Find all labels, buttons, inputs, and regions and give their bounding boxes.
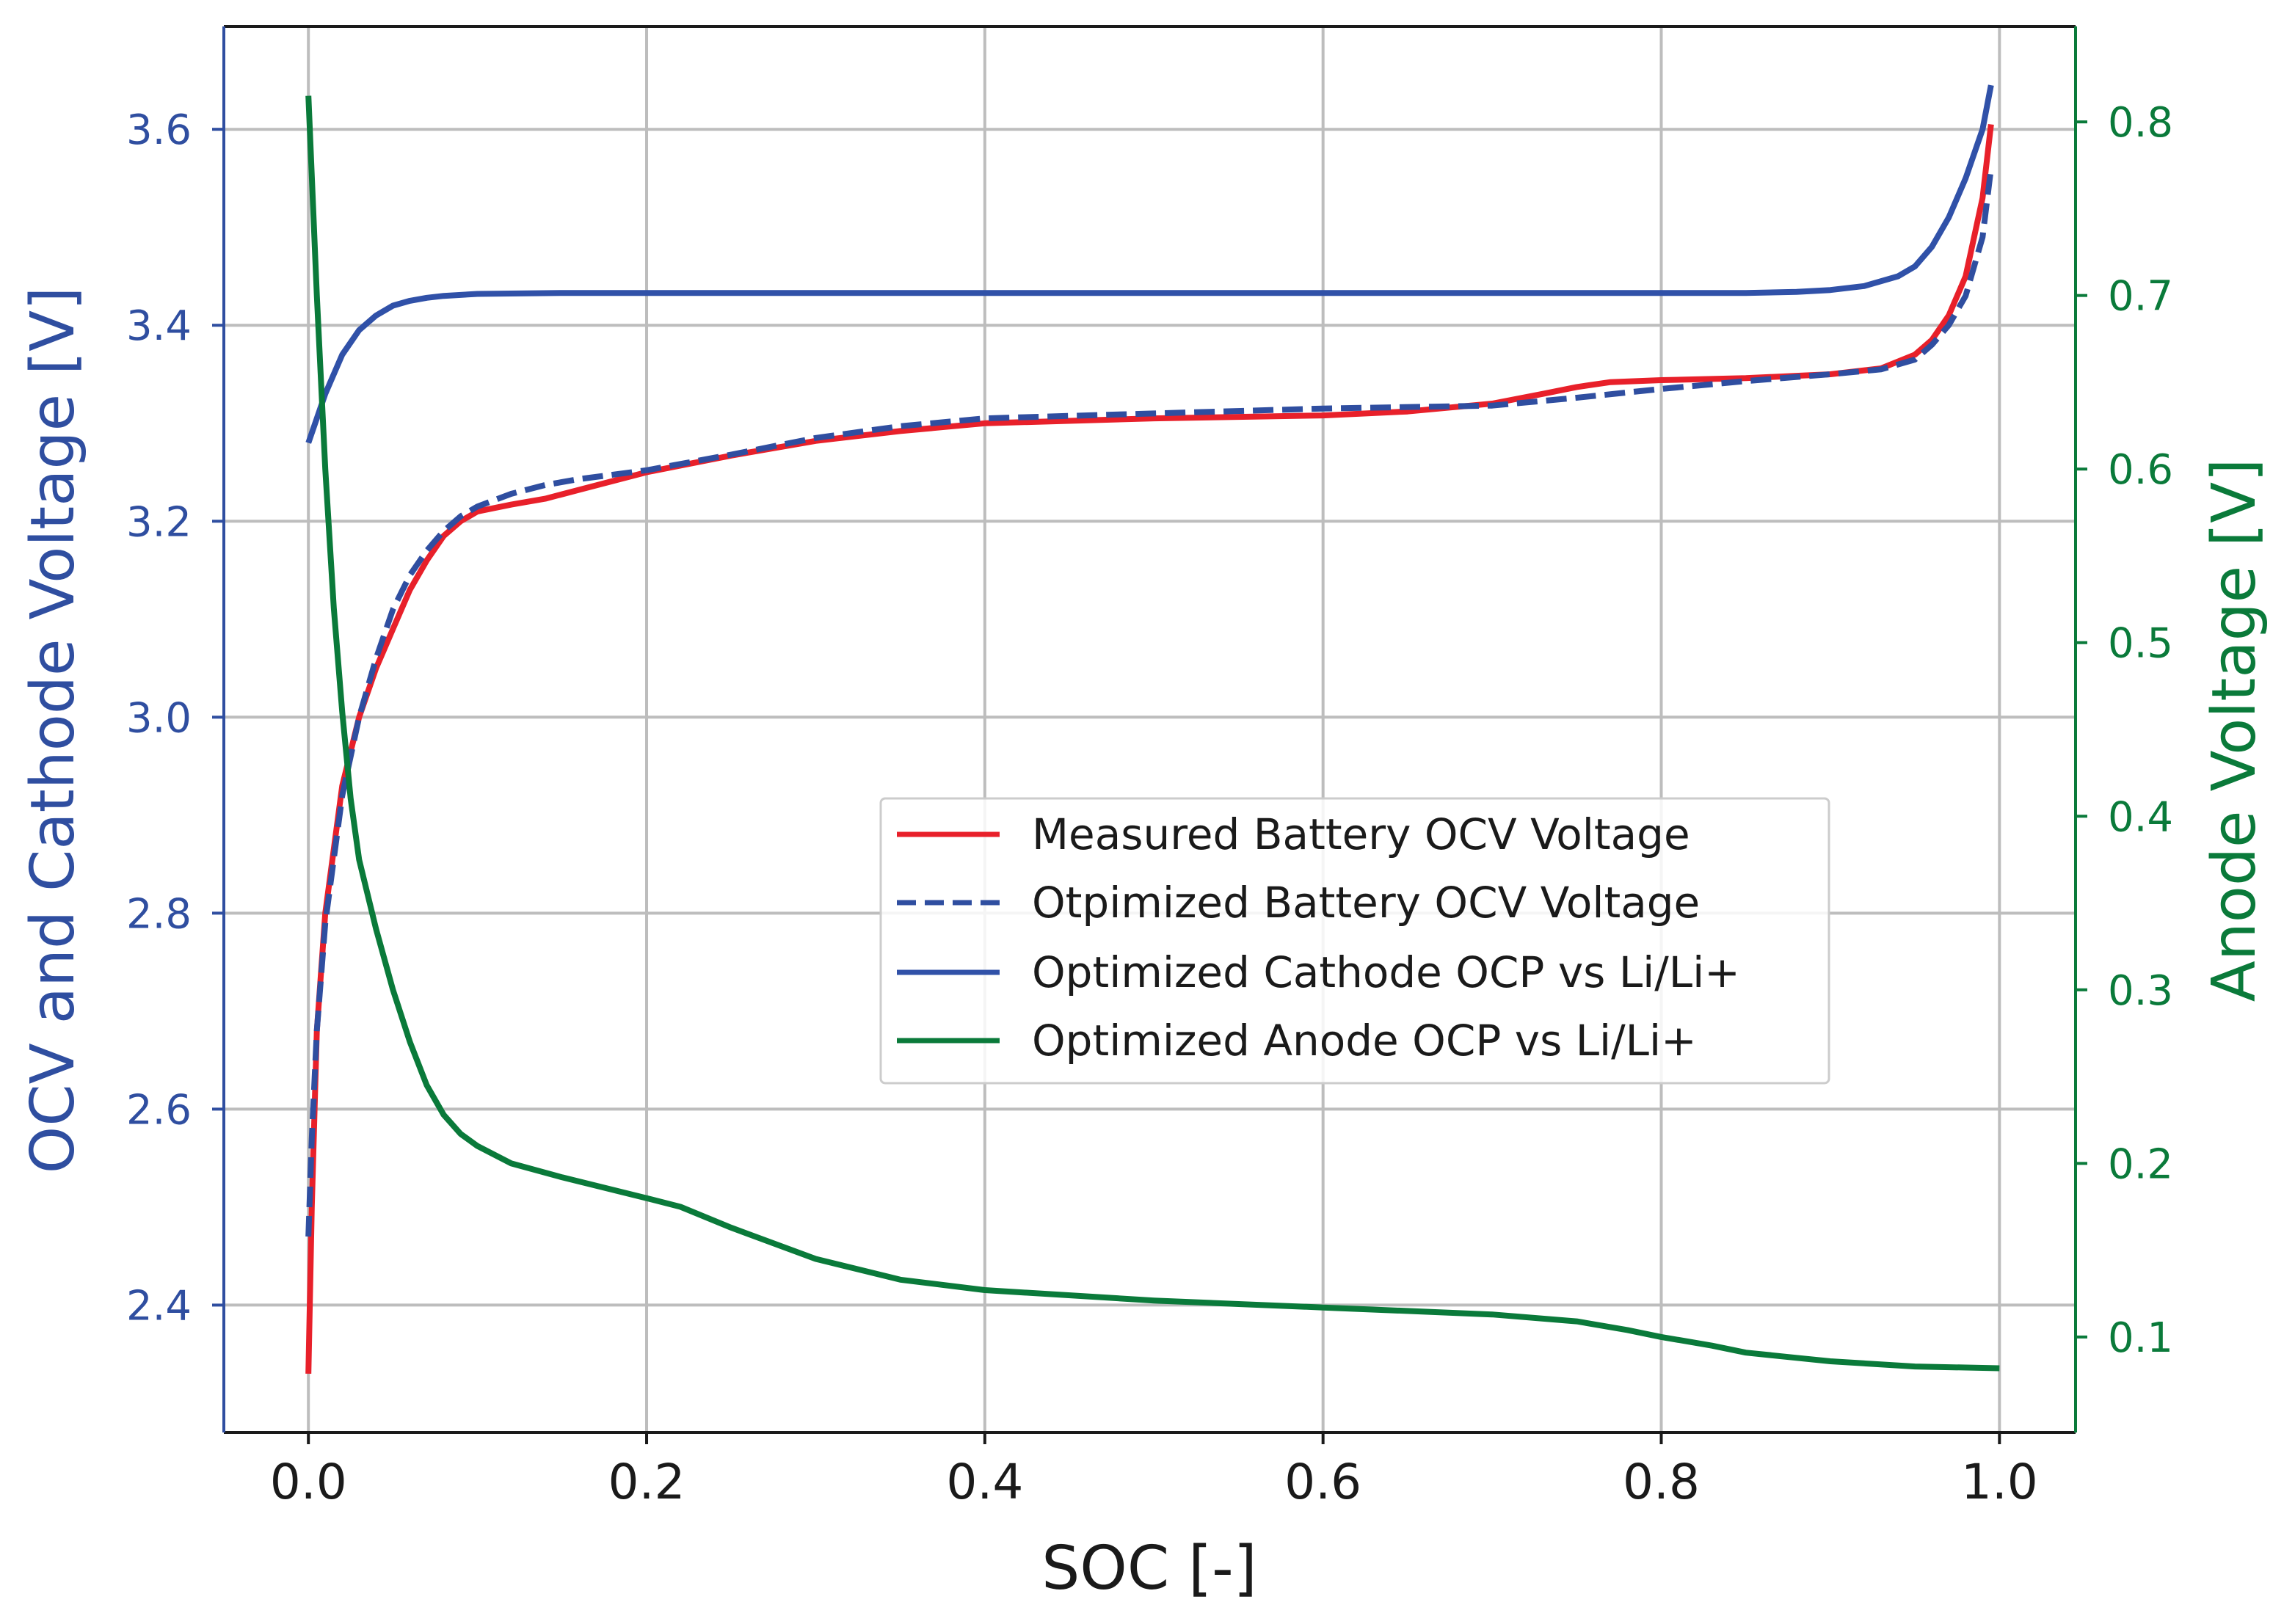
y-left-tick-label: 2.4 (126, 1282, 192, 1330)
y-left-tick-label: 3.6 (126, 106, 192, 154)
legend-box (879, 797, 1830, 1085)
y-right-tick-label: 0.3 (2108, 967, 2173, 1015)
legend-label-anode: Optimized Anode OCP vs Li/Li+ (1032, 1016, 1697, 1066)
tick-labels: 0.0 0.2 0.4 0.6 0.8 1.0 2.4 2.6 2.8 3.0 3.2 3.4 3.6 0… (126, 99, 2173, 1510)
series-line-2 (305, 84, 1994, 444)
y-left-tick-label: 3.0 (126, 694, 192, 742)
y-right-tick-label: 0.7 (2108, 273, 2173, 321)
x-tick-label: 1.0 (1961, 1454, 2038, 1510)
y-right-tick-label: 0.1 (2108, 1314, 2173, 1362)
y-left-tick-label: 3.2 (126, 498, 192, 546)
x-axis-title: SOC [-] (1041, 1534, 1257, 1603)
axes-frame (222, 25, 2077, 1434)
x-tick-label: 0.2 (608, 1454, 685, 1510)
series-lines (305, 84, 2000, 1374)
y-right-tick-label: 0.8 (2108, 99, 2173, 147)
x-tick-label: 0.6 (1284, 1454, 1361, 1510)
y-left-axis-title: OCV and Cathode Voltage [V] (18, 287, 88, 1173)
y-right-tick-label: 0.2 (2108, 1140, 2173, 1188)
legend-label-measured: Measured Battery OCV Voltage (1032, 809, 1690, 859)
y-left-tick-label: 2.8 (126, 890, 192, 938)
series-line-1 (305, 168, 1994, 1237)
legend: Measured Battery OCV Voltage Otpimized B… (879, 797, 1830, 1085)
y-left-tick-label: 2.6 (126, 1086, 192, 1134)
series-line-3 (305, 95, 2000, 1372)
grid (224, 26, 2076, 1432)
x-tick-label: 0.8 (1623, 1454, 1700, 1510)
legend-label-optimized-ocv: Otpimized Battery OCV Voltage (1032, 878, 1700, 928)
y-right-tick-label: 0.5 (2108, 620, 2173, 668)
y-right-tick-label: 0.6 (2108, 446, 2173, 494)
y-right-axis-title: Anode Voltage [V] (2200, 459, 2269, 1002)
y-right-tick-label: 0.4 (2108, 793, 2173, 841)
x-tick-label: 0.4 (946, 1454, 1023, 1510)
legend-label-cathode: Optimized Cathode OCP vs Li/Li+ (1032, 947, 1740, 997)
x-tick-label: 0.0 (270, 1454, 347, 1510)
series-line-0 (305, 124, 1994, 1374)
y-left-tick-label: 3.4 (126, 302, 192, 350)
